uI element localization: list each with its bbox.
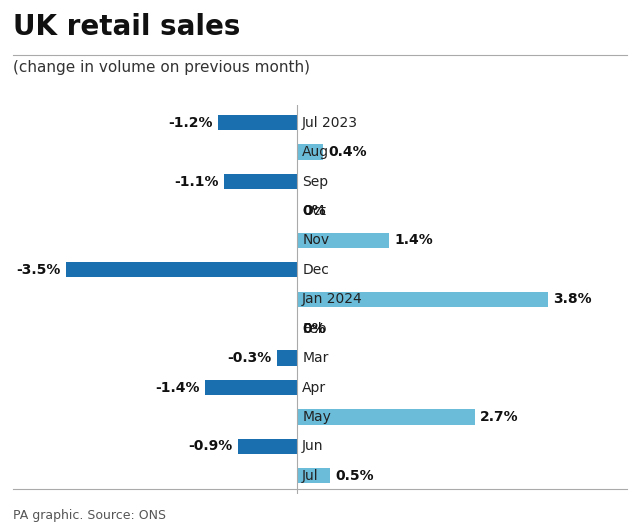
Bar bbox=[237, 439, 297, 454]
Text: 0%: 0% bbox=[302, 322, 326, 335]
Text: Nov: Nov bbox=[302, 234, 330, 247]
Text: 2.7%: 2.7% bbox=[481, 410, 519, 424]
Bar bbox=[297, 291, 548, 307]
Text: Oct: Oct bbox=[302, 204, 326, 218]
Bar bbox=[218, 115, 297, 130]
Bar bbox=[297, 233, 389, 248]
Text: -1.4%: -1.4% bbox=[155, 381, 199, 395]
Bar bbox=[66, 262, 297, 278]
Bar bbox=[297, 468, 330, 484]
Text: Jul 2023: Jul 2023 bbox=[302, 116, 358, 130]
Text: Sep: Sep bbox=[302, 174, 328, 188]
Text: Apr: Apr bbox=[302, 381, 326, 395]
Bar bbox=[297, 410, 475, 425]
Text: UK retail sales: UK retail sales bbox=[13, 13, 240, 41]
Text: Mar: Mar bbox=[302, 351, 328, 365]
Text: Jun: Jun bbox=[302, 439, 324, 454]
Text: 0.5%: 0.5% bbox=[335, 469, 374, 483]
Text: -0.3%: -0.3% bbox=[228, 351, 272, 365]
Text: 3.8%: 3.8% bbox=[553, 292, 591, 306]
Text: 0.4%: 0.4% bbox=[328, 145, 367, 159]
Text: 0%: 0% bbox=[302, 204, 326, 218]
Text: Jul: Jul bbox=[302, 469, 319, 483]
Bar bbox=[277, 351, 297, 366]
Text: PA graphic. Source: ONS: PA graphic. Source: ONS bbox=[13, 509, 166, 522]
Text: -0.9%: -0.9% bbox=[188, 439, 232, 454]
Bar bbox=[225, 174, 297, 189]
Text: Dec: Dec bbox=[302, 263, 329, 277]
Text: -3.5%: -3.5% bbox=[17, 263, 61, 277]
Bar bbox=[297, 144, 323, 160]
Text: 1.4%: 1.4% bbox=[394, 234, 433, 247]
Bar bbox=[205, 380, 297, 395]
Text: Jan 2024: Jan 2024 bbox=[302, 292, 363, 306]
Text: -1.2%: -1.2% bbox=[168, 116, 212, 130]
Text: Feb: Feb bbox=[302, 322, 327, 335]
Text: Aug: Aug bbox=[302, 145, 330, 159]
Text: May: May bbox=[302, 410, 331, 424]
Text: -1.1%: -1.1% bbox=[175, 174, 219, 188]
Text: (change in volume on previous month): (change in volume on previous month) bbox=[13, 60, 310, 76]
